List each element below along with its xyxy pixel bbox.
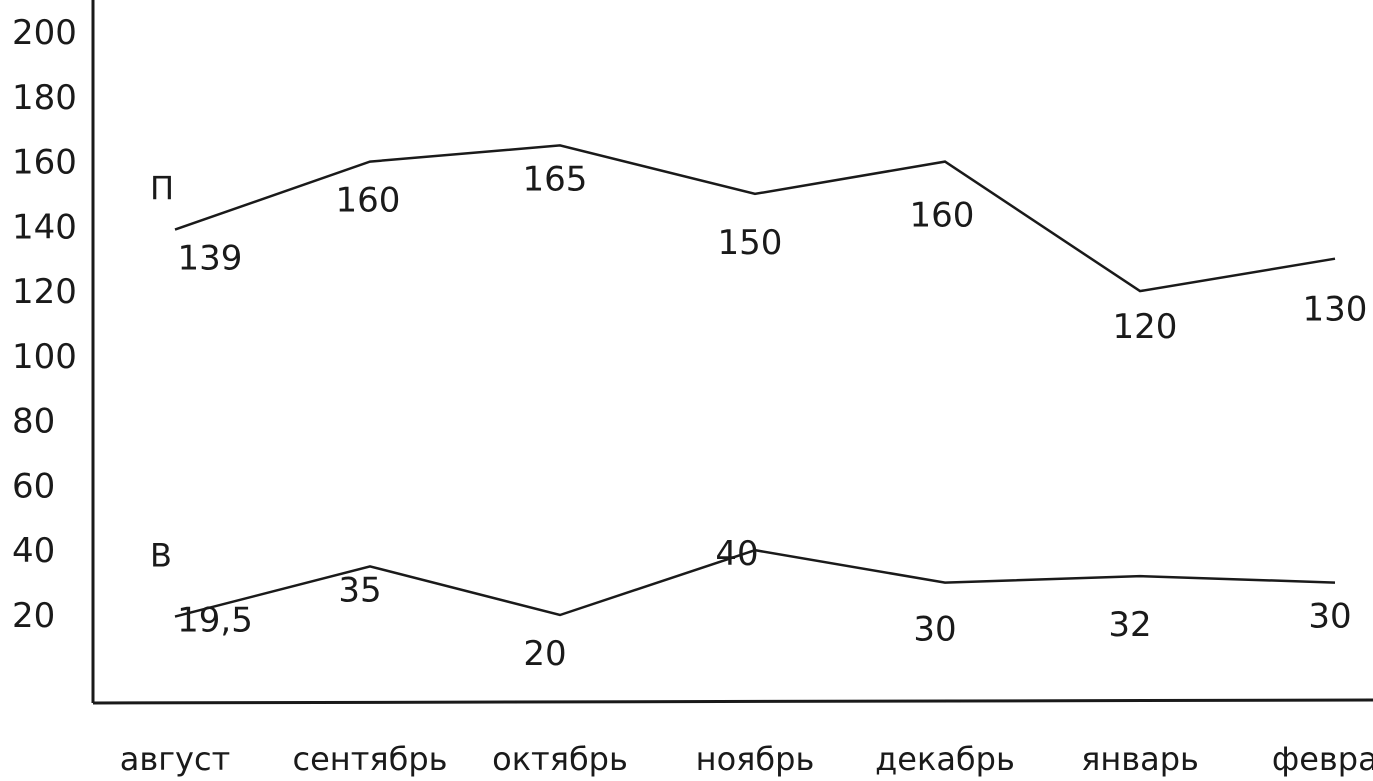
series-names: ПВ xyxy=(150,170,174,575)
data-label-s2-6: 32 xyxy=(1108,605,1151,645)
data-label-s2-4: 40 xyxy=(715,534,758,574)
y-tick-label-40: 40 xyxy=(12,531,55,571)
x-category-label-3: октябрь xyxy=(492,740,628,778)
x-axis-line xyxy=(92,698,1373,705)
x-category-label-5: декабрь xyxy=(875,740,1015,778)
x-category-labels: август сентябрь октябрь ноябрь декабрь январь… xyxy=(120,740,1373,778)
series-lines xyxy=(174,144,1336,618)
y-tick-label-60: 60 xyxy=(12,466,55,506)
data-label-s2-2: 35 xyxy=(338,570,381,610)
y-tick-label-80: 80 xyxy=(12,402,55,442)
y-tick-label-100: 100 xyxy=(12,337,77,377)
data-label-s1-1: 139 xyxy=(178,239,243,279)
x-category-label-1: август xyxy=(120,740,230,778)
data-label-s1-5: 160 xyxy=(910,196,975,236)
y-tick-label-120: 120 xyxy=(12,272,77,312)
series-name-2: В xyxy=(150,537,172,575)
chart-axes xyxy=(91,0,1373,705)
y-tick-label-140: 140 xyxy=(12,207,77,247)
series-line-2 xyxy=(174,548,1336,618)
y-tick-label-160: 160 xyxy=(12,143,77,183)
x-category-label-4: ноябрь xyxy=(696,740,815,778)
data-label-s1-3: 165 xyxy=(523,159,588,199)
x-category-label-6: январь xyxy=(1081,740,1199,778)
data-labels: 139 160 165 150 160 120 130 19,5 35 20 40 30 32 30 xyxy=(177,159,1367,674)
data-label-s2-1: 19,5 xyxy=(177,601,253,641)
y-tick-labels: 20 40 60 80 100 120 140 160 180 200 xyxy=(12,13,77,636)
x-category-label-2: сентябрь xyxy=(293,740,448,778)
data-label-s1-6: 120 xyxy=(1113,307,1178,347)
series-line-1 xyxy=(174,144,1336,293)
y-tick-label-180: 180 xyxy=(12,78,77,118)
data-label-s1-4: 150 xyxy=(718,223,783,263)
data-label-s2-3: 20 xyxy=(523,634,566,674)
data-label-s2-7: 30 xyxy=(1308,597,1351,637)
data-label-s1-7: 130 xyxy=(1303,290,1368,330)
y-tick-label-200: 200 xyxy=(12,13,77,53)
series-name-1: П xyxy=(150,170,174,208)
data-label-s2-5: 30 xyxy=(913,610,956,650)
y-tick-label-20: 20 xyxy=(12,596,55,636)
x-category-label-7: феврал xyxy=(1272,740,1373,778)
data-label-s1-2: 160 xyxy=(336,181,401,221)
